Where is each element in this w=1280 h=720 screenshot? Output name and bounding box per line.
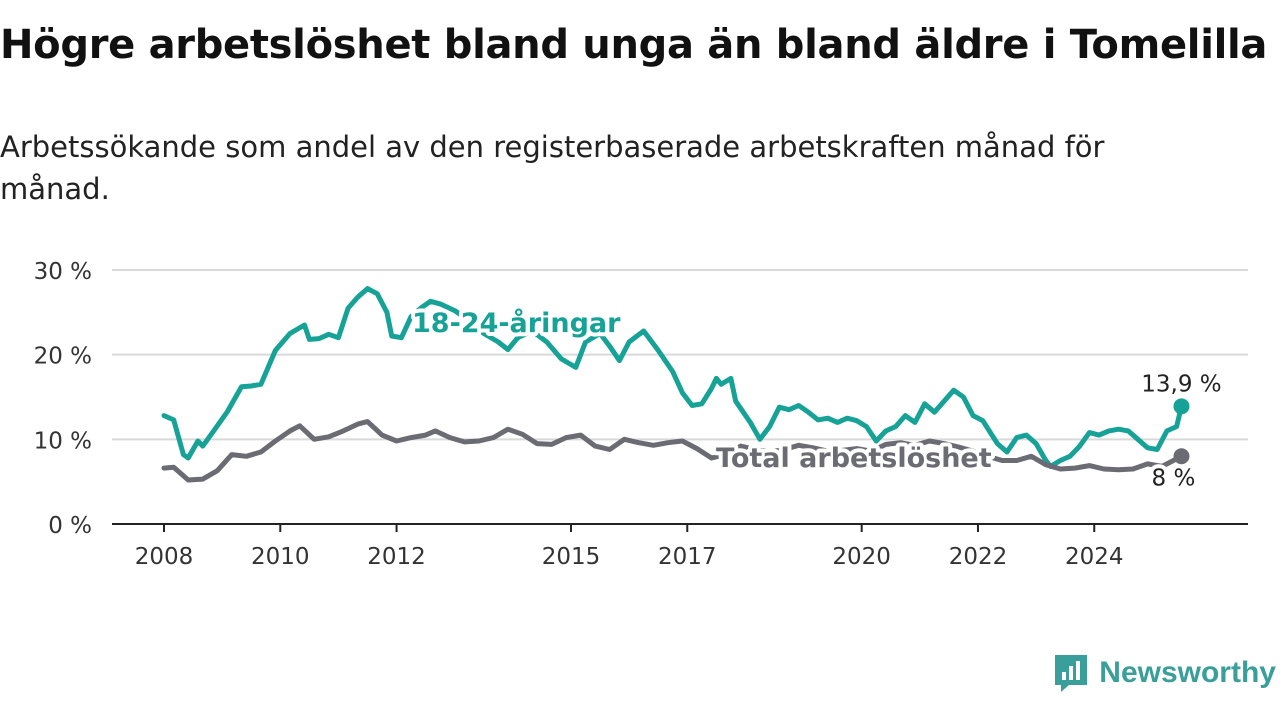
end-value-label: 8 % <box>1152 465 1196 491</box>
newsworthy-logo-icon <box>1055 655 1088 692</box>
x-tick-label: 2024 <box>1065 544 1124 570</box>
series-labels: 18-24-åringar Total arbetslöshet 13,9 % 8 % <box>408 303 1226 495</box>
y-tick-label: 0 % <box>48 513 92 539</box>
series-name-label: Total arbetslöshet <box>716 443 992 474</box>
axes: 0 % 10 % 20 % 30 % 2008 2010 2012 2015 2017 2020 2… <box>34 259 1248 570</box>
x-tick-label: 2017 <box>658 544 717 570</box>
grid-lines <box>112 269 1248 441</box>
x-tick-label: 2008 <box>135 544 194 570</box>
x-tick-label: 2015 <box>542 544 601 570</box>
newsworthy-logo-text: Newsworthy <box>1099 656 1276 689</box>
y-tick-label: 10 % <box>34 428 92 454</box>
x-tick-label: 2022 <box>949 544 1008 570</box>
chart-subtitle: Arbetssökande som andel av den registerb… <box>0 130 1105 206</box>
end-point-18-24-aringar <box>1173 398 1190 415</box>
series-line-total-arbetsloshet <box>161 419 1184 483</box>
newsworthy-logo: Newsworthy <box>1053 652 1276 694</box>
x-tick-label: 2010 <box>251 544 310 570</box>
series-lines <box>161 286 1190 483</box>
page-title: Högre arbetslöshet bland unga än bland ä… <box>0 22 1268 68</box>
end-point-total-arbetsloshet <box>1173 448 1190 465</box>
series-name-label: 18-24-åringar <box>412 307 621 339</box>
y-tick-label: 30 % <box>34 259 92 285</box>
y-tick-label: 20 % <box>34 344 92 370</box>
series-line-18-24-aringar <box>161 286 1184 469</box>
end-value-label: 13,9 % <box>1141 371 1221 397</box>
x-tick-label: 2012 <box>367 544 426 570</box>
x-tick-label: 2020 <box>832 544 891 570</box>
